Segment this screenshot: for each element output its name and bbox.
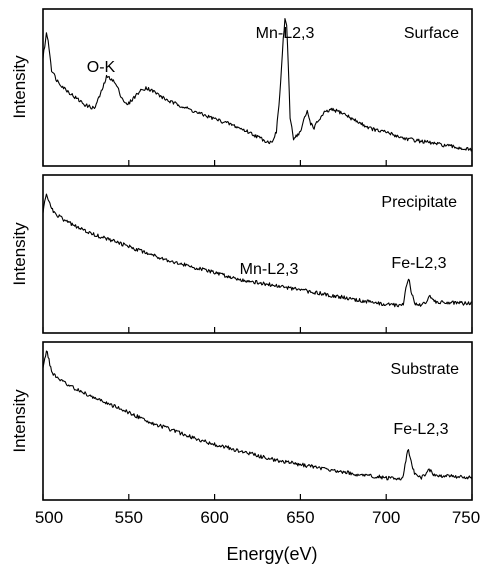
precipitate-y-axis-label: Intensity (10, 222, 29, 286)
surface-panel-frame (42, 8, 473, 167)
substrate-fe-edge-label: Fe-L2,3 (393, 421, 448, 438)
substrate-x-ticks (42, 494, 473, 500)
x-axis-label: Energy(eV) (226, 544, 317, 564)
surface-spectrum-line (42, 18, 473, 152)
surface-y-axis-label: Intensity (10, 55, 29, 119)
precipitate-spectrum-line (42, 193, 473, 308)
x-tick-label: 750 (452, 508, 480, 527)
precipitate-mn-edge-label: Mn-L2,3 (240, 261, 299, 278)
surface-panel: Intensity Surface O-K Mn-L2,3 (10, 8, 473, 167)
x-tick-label: 550 (115, 508, 143, 527)
substrate-panel: Intensity Substrate Fe-L2,3 (10, 341, 473, 501)
precipitate-x-ticks (42, 327, 473, 333)
surface-x-ticks (42, 160, 473, 166)
substrate-y-axis-label: Intensity (10, 389, 29, 453)
precipitate-panel: Intensity Precipitate Mn-L2,3 Fe-L2,3 (10, 174, 473, 334)
substrate-spectrum-line (42, 350, 473, 481)
precipitate-panel-title: Precipitate (381, 194, 457, 211)
x-tick-label: 700 (372, 508, 400, 527)
x-tick-label: 600 (200, 508, 228, 527)
x-tick-labels: 500 550 600 650 700 750 (35, 508, 480, 527)
precipitate-fe-edge-label: Fe-L2,3 (391, 255, 446, 272)
precipitate-panel-frame (42, 174, 473, 334)
substrate-panel-frame (42, 341, 473, 501)
substrate-panel-title: Substrate (391, 361, 460, 378)
surface-mn-edge-label: Mn-L2,3 (256, 25, 315, 42)
o-k-edge-label: O-K (87, 59, 116, 76)
surface-panel-title: Surface (404, 25, 459, 42)
x-tick-label: 500 (35, 508, 63, 527)
x-tick-label: 650 (286, 508, 314, 527)
